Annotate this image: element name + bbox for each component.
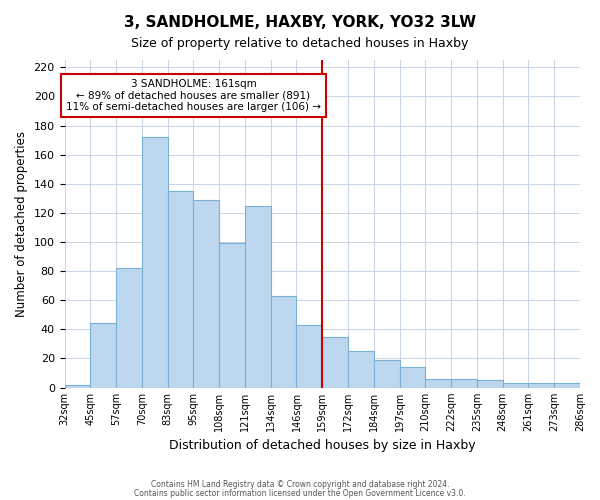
Text: Contains public sector information licensed under the Open Government Licence v3: Contains public sector information licen… — [134, 489, 466, 498]
Bar — [322, 336, 348, 388]
Bar — [374, 360, 400, 388]
Bar — [554, 383, 580, 388]
Bar — [348, 351, 374, 388]
Text: 3 SANDHOLME: 161sqm
← 89% of detached houses are smaller (891)
11% of semi-detac: 3 SANDHOLME: 161sqm ← 89% of detached ho… — [66, 79, 321, 112]
Bar — [296, 325, 322, 388]
Bar — [425, 379, 451, 388]
Bar — [116, 268, 142, 388]
Y-axis label: Number of detached properties: Number of detached properties — [15, 130, 28, 317]
Bar — [142, 137, 167, 388]
Bar — [65, 384, 91, 388]
Bar — [167, 191, 193, 388]
Bar — [400, 367, 425, 388]
Text: Contains HM Land Registry data © Crown copyright and database right 2024.: Contains HM Land Registry data © Crown c… — [151, 480, 449, 489]
Bar — [477, 380, 503, 388]
Bar — [91, 324, 116, 388]
Bar — [503, 383, 529, 388]
Text: Size of property relative to detached houses in Haxby: Size of property relative to detached ho… — [131, 38, 469, 51]
Bar — [529, 383, 554, 388]
X-axis label: Distribution of detached houses by size in Haxby: Distribution of detached houses by size … — [169, 440, 476, 452]
Bar — [193, 200, 219, 388]
Bar — [245, 206, 271, 388]
Text: 3, SANDHOLME, HAXBY, YORK, YO32 3LW: 3, SANDHOLME, HAXBY, YORK, YO32 3LW — [124, 15, 476, 30]
Bar — [219, 244, 245, 388]
Bar — [451, 379, 477, 388]
Bar — [271, 296, 296, 388]
